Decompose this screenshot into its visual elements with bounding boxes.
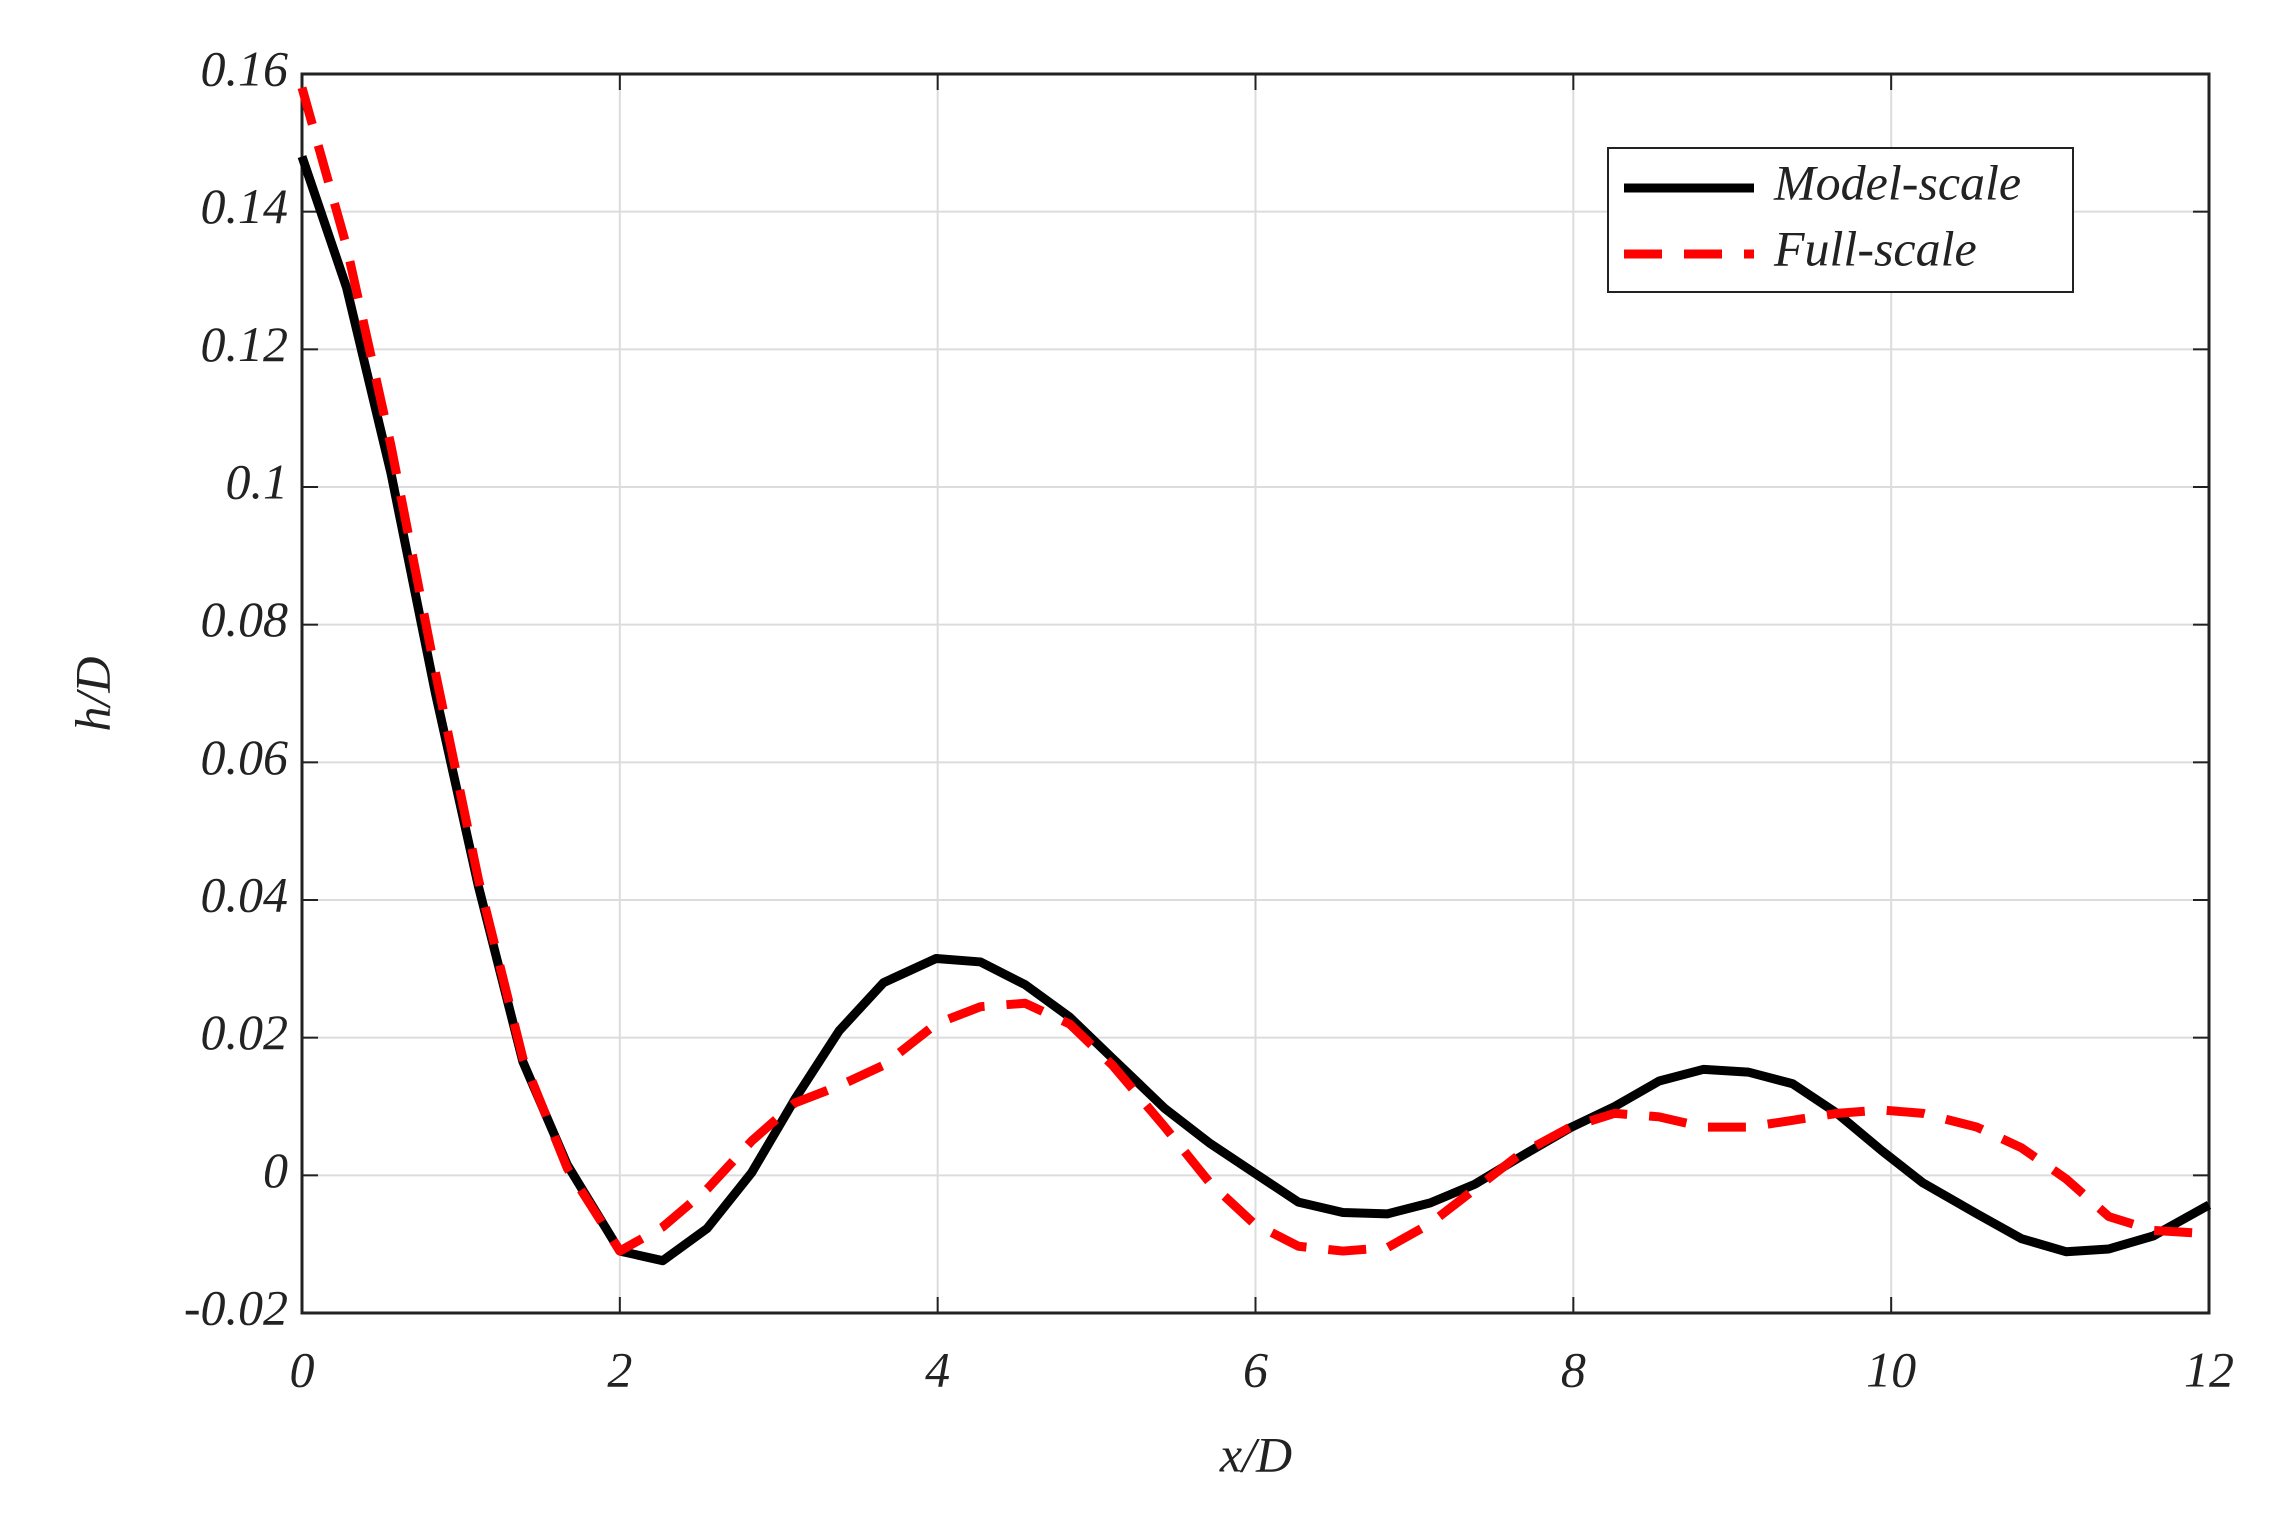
- y-tick-label: 0.1: [226, 453, 289, 509]
- x-tick-label: 2: [607, 1341, 632, 1397]
- legend-label: Full-scale: [1773, 220, 1977, 276]
- y-tick-label: 0.02: [201, 1004, 289, 1060]
- x-tick-label: 6: [1243, 1341, 1268, 1397]
- y-tick-label: 0.08: [201, 591, 289, 647]
- y-axis-label: h/D: [64, 657, 120, 732]
- y-tick-label: 0: [263, 1142, 288, 1198]
- x-tick-label: 8: [1561, 1341, 1586, 1397]
- legend-box: [1607, 147, 2074, 293]
- y-tick-label: -0.02: [184, 1279, 288, 1335]
- y-tick-label: 0.04: [201, 866, 289, 922]
- plot-frame: [300, 72, 2211, 1315]
- y-tick-label: 0.14: [201, 178, 289, 234]
- x-tick-label: 0: [290, 1341, 315, 1397]
- x-tick-label: 10: [1866, 1341, 1916, 1397]
- y-tick-label: 0.16: [201, 40, 289, 96]
- x-tick-label: 12: [2184, 1341, 2234, 1397]
- y-tick-label: 0.12: [201, 316, 289, 372]
- legend-label: Model-scale: [1773, 154, 2021, 210]
- y-tick-label: 0.06: [201, 729, 289, 785]
- data-line: [297, 86, 2210, 1256]
- x-axis-label: x/D: [1219, 1426, 1292, 1482]
- x-tick-label: 4: [925, 1341, 950, 1397]
